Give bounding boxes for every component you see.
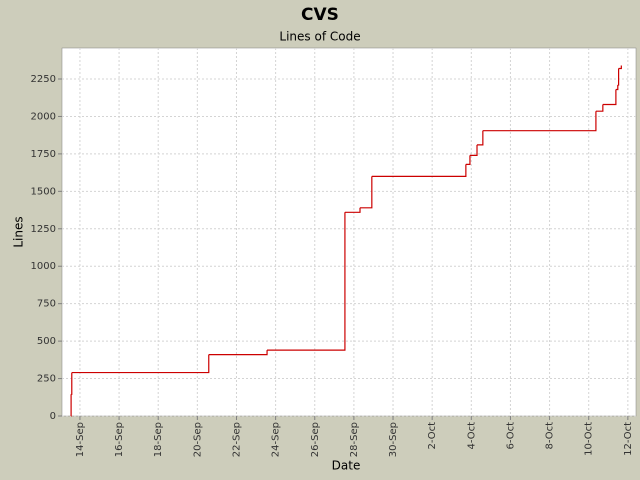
x-tick-label: 10-Oct — [584, 422, 595, 456]
step-segment — [617, 68, 620, 86]
x-tick-label: 14-Sep — [75, 422, 86, 457]
x-tick-label: 20-Sep — [192, 422, 203, 457]
step-segment — [371, 164, 467, 177]
step-segment — [482, 111, 597, 132]
y-tick-label: 1000 — [31, 261, 56, 272]
x-tick-label: 22-Sep — [231, 422, 242, 457]
step-segment — [267, 212, 346, 351]
step-segment — [344, 207, 361, 213]
x-tick-label: 18-Sep — [153, 422, 164, 457]
y-tick-label: 2000 — [31, 111, 56, 122]
y-tick-label: 1750 — [31, 149, 56, 160]
x-tick-label: 4-Oct — [466, 422, 477, 450]
y-tick-label: 0 — [50, 411, 56, 422]
step-segment — [71, 354, 210, 374]
chart-title: CVS — [301, 5, 339, 25]
x-tick-label: 16-Sep — [114, 422, 125, 457]
step-segment — [71, 372, 73, 395]
y-tick-label: 1250 — [31, 224, 56, 235]
y-tick-label: 1500 — [31, 186, 56, 197]
step-segment — [469, 144, 478, 156]
step-segment — [477, 130, 484, 146]
x-tick-label: 6-Oct — [505, 422, 516, 450]
plot-area — [61, 47, 637, 417]
chart-subtitle: Lines of Code — [279, 30, 360, 44]
x-tick-label: 26-Sep — [310, 422, 321, 457]
x-tick-label: 2-Oct — [427, 422, 438, 450]
step-segment — [465, 155, 471, 165]
x-axis-label: Date — [332, 459, 361, 473]
x-tick-label: 24-Sep — [271, 422, 282, 457]
y-tick-label: 500 — [37, 336, 56, 347]
y-axis-label: Lines — [12, 216, 26, 247]
step-segment — [602, 89, 617, 106]
step-segment — [615, 84, 619, 91]
x-tick-label: 28-Sep — [349, 422, 360, 457]
y-tick-label: 750 — [37, 299, 56, 310]
step-segment — [618, 65, 622, 70]
x-tick-label: 8-Oct — [545, 422, 556, 450]
step-segment — [208, 350, 268, 356]
y-tick-label: 2250 — [31, 74, 56, 85]
x-tick-label: 30-Sep — [388, 422, 399, 457]
step-segment — [595, 104, 604, 112]
y-tick-label: 250 — [37, 374, 56, 385]
step-segment — [360, 176, 373, 209]
x-tick-label: 12-Oct — [623, 422, 634, 456]
